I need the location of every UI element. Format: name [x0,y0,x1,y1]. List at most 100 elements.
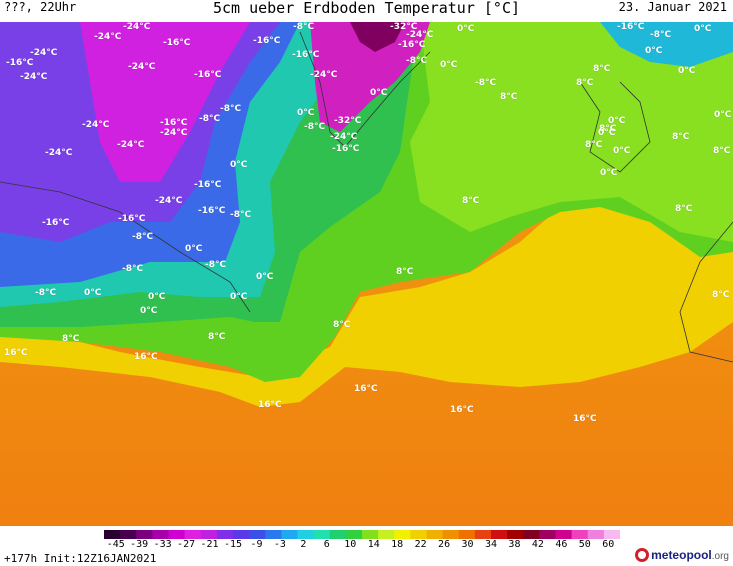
color-bar-tick-label: -45 [106,539,125,550]
temperature-label: 8°C [396,267,414,277]
temperature-label: 0°C [613,146,631,156]
temperature-label: -16°C [292,50,320,60]
temperature-label: -24°C [160,128,188,138]
temperature-label: -16°C [194,180,222,190]
color-bar-swatch [603,530,620,539]
temperature-label: 8°C [333,320,351,330]
temperature-label: -8°C [304,122,326,132]
temperature-label: 8°C [712,290,730,300]
temperature-label: -24°C [117,140,145,150]
temperature-label: 0°C [694,24,712,34]
temperature-label: 0°C [148,292,166,302]
color-bar-swatch [184,530,202,539]
color-bar-swatch [200,530,218,539]
color-bar-swatch [442,530,460,539]
light-green-region [410,22,733,242]
temperature-label: 0°C [230,292,248,302]
meteopool-logo[interactable]: meteopool.org [635,546,729,564]
temperature-label: 0°C [645,46,663,56]
yellow-band [0,192,733,407]
north-america-coastline [0,181,251,313]
temperature-label: 8°C [208,332,226,342]
temperature-label: 16°C [134,352,158,362]
temperature-label: -24°C [123,22,151,32]
temperature-label: 0°C [84,288,102,298]
temperature-field [0,22,733,526]
temperature-label: -16°C [160,118,188,128]
temperature-label: 8°C [585,140,603,150]
color-bar-swatch [233,530,250,539]
temperature-label: 8°C [713,146,731,156]
color-bar-tick-label: -33 [153,539,172,550]
temperature-label: 0°C [370,88,388,98]
temperature-label: -8°C [132,232,154,242]
color-bar-tick-label: 18 [391,539,404,550]
color-bar-swatch [458,530,476,539]
temperature-label: -8°C [122,264,144,274]
british-isles-coastline [579,81,651,173]
temperature-label: -16°C [163,38,191,48]
temperature-label: -16°C [198,206,226,216]
color-bar-swatch [507,530,524,539]
color-bar-tick-label: -27 [177,539,196,550]
temperature-label: -24°C [94,32,122,42]
temperature-label: -8°C [199,114,221,124]
temperature-label: 0°C [185,244,203,254]
temperature-label: 0°C [714,110,732,120]
greenland-coastline [299,31,431,148]
color-bar-tick-label: 10 [344,539,357,550]
temperature-label: -8°C [650,30,672,40]
temperature-label: 0°C [297,108,315,118]
color-bar-tick-label: 50 [578,539,591,550]
color-bar-swatch [555,530,573,539]
color-bar-tick-label: 26 [438,539,451,550]
color-scale: -45 -39 -33 -27 -21 -15 -9 -3 2 6 10 14 18 22 26 30 34 38… [0,526,733,566]
color-bar-tick-label: 22 [414,539,427,550]
temperature-label: -24°C [310,70,338,80]
color-bar-ticks: -45 -39 -33 -27 -21 -15 -9 -3 2 6 10 14 18 22 26 30 34 38… [104,539,620,553]
temperature-label: -16°C [253,36,281,46]
color-bar-swatch [216,530,234,539]
init-time: +177h Init:12Z16JAN2021 [4,552,157,565]
color-bar-swatch [362,530,379,539]
temperature-label: 8°C [672,132,690,142]
temperature-label: -24°C [330,132,358,142]
temperature-label: -8°C [406,56,428,66]
color-bar-swatch [587,530,605,539]
magenta-region [80,22,250,182]
forecast-time: ???, 22Uhr [4,0,77,14]
color-bar-swatch [394,530,411,539]
color-bar-swatch [249,530,266,539]
temperature-label: 8°C [462,196,480,206]
color-bar-swatch [281,530,299,539]
temperature-label: 16°C [354,384,378,394]
temperature-label: -24°C [128,62,156,72]
color-bar-swatch [378,530,395,539]
meteopool-icon [635,548,650,562]
europe-coastline [679,221,733,363]
valid-date: 23. Januar 2021 [618,0,727,14]
color-bar-tick-label: -21 [200,539,219,550]
scandinavia-cold-region [600,22,733,67]
temperature-label: 8°C [576,78,594,88]
greenland-core [350,22,405,52]
temperature-map: -16°C -24°C -24°C -24°C -16°C -16°C -8°C -16°C -… [0,22,733,526]
temperature-label: 8°C [62,334,80,344]
logo-text: meteopool.org [651,548,729,562]
color-bar-tick-label: 46 [555,539,568,550]
color-bar-swatch [426,530,444,539]
color-bar-swatch [104,530,121,539]
color-bar-swatch [168,530,186,539]
color-bar-swatch [523,530,540,539]
temperature-label: 0°C [600,168,618,178]
temperature-label: 0°C [598,128,616,138]
temperature-label: -8°C [205,260,227,270]
color-bar-swatch [329,530,347,539]
temperature-label: -24°C [45,148,73,158]
color-bar [104,530,620,539]
color-bar-swatch [152,530,170,539]
color-bar-swatch [136,530,153,539]
temperature-label: 8°C [593,64,611,74]
temperature-label: -32°C [390,22,418,32]
temperature-label: 16°C [573,414,597,424]
